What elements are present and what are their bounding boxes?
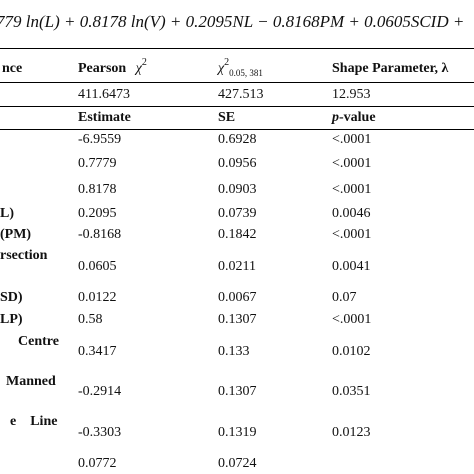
coef-header-p: p	[332, 110, 339, 125]
row-se: 0.6928	[218, 132, 257, 147]
row-pvalue: <.0001	[332, 156, 372, 171]
row-se: 0.0211	[218, 259, 256, 274]
model-equation: 779 ln(L) + 0.8178 ln(V) + 0.2095NL − 0.…	[0, 12, 465, 31]
row-estimate: -0.2914	[78, 384, 122, 399]
row-label: SD)	[0, 290, 23, 305]
header-shape-parameter: Shape Parameter, λ	[332, 61, 449, 76]
row-pvalue: 0.0041	[332, 259, 371, 274]
row-pvalue: 0.0046	[332, 206, 371, 221]
header-pearson-label: Pearson	[78, 61, 127, 76]
row-se: 0.1842	[218, 227, 257, 242]
row-estimate: 0.2095	[78, 206, 117, 221]
row-se: 0.0067	[218, 290, 257, 305]
row-se: 0.133	[218, 344, 250, 359]
row-estimate: 0.3417	[78, 344, 117, 359]
row-estimate: -0.3303	[78, 425, 122, 440]
row-estimate: 0.58	[78, 312, 103, 327]
header-critical-chi-sub: 0.05, 381	[229, 68, 263, 78]
row-pvalue: 0.07	[332, 290, 357, 305]
coef-header-se: SE	[218, 110, 236, 125]
row-label: Manned	[6, 374, 56, 389]
header-critical-chi: χ20.05, 381	[218, 57, 263, 79]
header-col-label: nce	[2, 61, 23, 76]
row-estimate: 0.8178	[78, 182, 117, 197]
header-pearson: Pearson χ2	[78, 57, 147, 79]
row-se: 0.0956	[218, 156, 257, 171]
coef-header-rule	[0, 129, 474, 130]
row-se: 0.1307	[218, 384, 257, 399]
row-pvalue: <.0001	[332, 227, 372, 242]
row-se: 0.0724	[218, 456, 257, 471]
row-label: rsection	[0, 248, 48, 263]
header-pearson-chi: χ	[135, 61, 142, 76]
header-rule	[0, 82, 474, 83]
header-critical-chi-sup: 2	[224, 57, 230, 68]
row-estimate: 0.0772	[78, 456, 117, 471]
row-pvalue: 0.0102	[332, 344, 371, 359]
row-label: (PM)	[0, 227, 32, 242]
row-label: Centre	[18, 334, 59, 349]
coef-header-value: -value	[339, 110, 376, 125]
row-pvalue: 0.0123	[332, 425, 371, 440]
coef-header-estimate: Estimate	[78, 110, 131, 125]
row-pvalue: <.0001	[332, 132, 372, 147]
row-label: LP)	[0, 312, 23, 327]
row-se: 0.1319	[218, 425, 257, 440]
fit-pearson-value: 411.6473	[78, 87, 130, 102]
row-pvalue: 0.0351	[332, 384, 371, 399]
coef-header-pvalue: p-value	[332, 109, 376, 127]
row-label: e Line	[10, 414, 58, 429]
fit-shape-value: 12.953	[332, 87, 371, 102]
row-estimate: 0.7779	[78, 156, 117, 171]
row-pvalue: <.0001	[332, 312, 372, 327]
fit-critical-value: 427.513	[218, 87, 264, 102]
row-estimate: -6.9559	[78, 132, 122, 147]
top-rule	[0, 48, 474, 49]
row-estimate: 0.0605	[78, 259, 117, 274]
header-critical-chi-sym: χ	[218, 61, 225, 76]
row-se: 0.0739	[218, 206, 257, 221]
fit-rule	[0, 106, 474, 107]
row-estimate: 0.0122	[78, 290, 117, 305]
row-pvalue: <.0001	[332, 182, 372, 197]
row-se: 0.0903	[218, 182, 257, 197]
header-pearson-chi-sup: 2	[141, 57, 147, 68]
row-label: L)	[0, 206, 14, 221]
row-estimate: -0.8168	[78, 227, 122, 242]
row-se: 0.1307	[218, 312, 257, 327]
